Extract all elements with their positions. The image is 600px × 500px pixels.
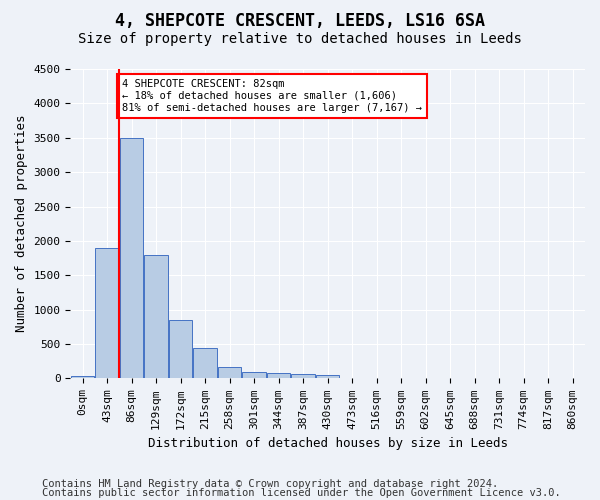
- Bar: [267, 374, 290, 378]
- Bar: [95, 248, 119, 378]
- Text: Contains HM Land Registry data © Crown copyright and database right 2024.: Contains HM Land Registry data © Crown c…: [42, 479, 498, 489]
- Y-axis label: Number of detached properties: Number of detached properties: [15, 115, 28, 332]
- Text: 4 SHEPCOTE CRESCENT: 82sqm
← 18% of detached houses are smaller (1,606)
81% of s: 4 SHEPCOTE CRESCENT: 82sqm ← 18% of deta…: [122, 80, 422, 112]
- Bar: [242, 372, 266, 378]
- Bar: [292, 374, 315, 378]
- Bar: [169, 320, 192, 378]
- Text: Size of property relative to detached houses in Leeds: Size of property relative to detached ho…: [78, 32, 522, 46]
- Bar: [218, 368, 241, 378]
- Text: Contains public sector information licensed under the Open Government Licence v3: Contains public sector information licen…: [42, 488, 561, 498]
- X-axis label: Distribution of detached houses by size in Leeds: Distribution of detached houses by size …: [148, 437, 508, 450]
- Bar: [316, 375, 339, 378]
- Bar: [71, 376, 94, 378]
- Text: 4, SHEPCOTE CRESCENT, LEEDS, LS16 6SA: 4, SHEPCOTE CRESCENT, LEEDS, LS16 6SA: [115, 12, 485, 30]
- Bar: [145, 254, 168, 378]
- Bar: [120, 138, 143, 378]
- Bar: [193, 348, 217, 378]
